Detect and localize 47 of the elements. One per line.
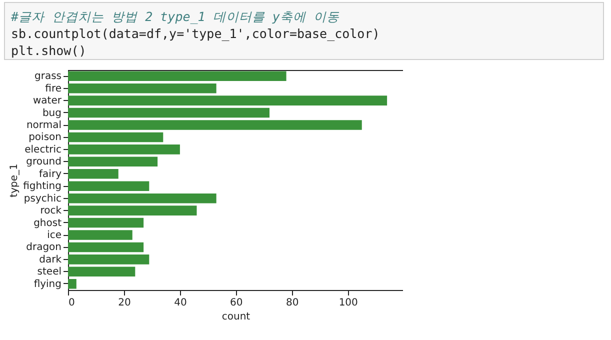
y-tick-label: ground [26, 156, 62, 168]
y-tick-label: bug [42, 108, 62, 119]
y-tick-label: steel [37, 266, 62, 278]
y-tick-label: normal [26, 120, 62, 131]
y-tick-label: poison [28, 132, 62, 144]
bar [68, 120, 362, 130]
bar [68, 169, 118, 179]
bar [68, 206, 197, 216]
bar [68, 132, 164, 142]
bar [68, 218, 144, 228]
bar [68, 266, 136, 277]
bar [68, 71, 286, 81]
y-axis-title: type_1 [9, 164, 20, 198]
bar [68, 83, 216, 94]
y-tick-label: electric [24, 144, 62, 156]
bar [68, 193, 216, 204]
y-tick-label: dragon [26, 242, 62, 254]
bar [68, 108, 270, 118]
bar [68, 230, 132, 240]
y-tick-label: rock [40, 206, 62, 217]
text: #글자 안겹치는 방법 2 type_1 데이터를 y축에 이동 [11, 8, 340, 25]
bar [68, 242, 144, 252]
y-tick-label: dark [39, 254, 62, 266]
bar [68, 144, 180, 154]
y-tick-label: water [33, 96, 62, 107]
bar [68, 279, 76, 289]
y-tick-label: flying [34, 278, 62, 290]
y-tick-label: grass [34, 71, 62, 82]
bar [68, 181, 150, 191]
y-tick-label: ice [47, 230, 62, 241]
x-tick-label: 80 [286, 298, 299, 308]
bar [68, 156, 158, 167]
text: sb.countplot(data=df,y='type_1',color=base_color) [11, 25, 381, 42]
x-tick-label: 100 [338, 298, 358, 308]
text: plt.show() [11, 42, 88, 59]
y-tick-label: psychic [24, 193, 62, 204]
x-tick-label: 0 [68, 298, 75, 308]
bar [68, 96, 388, 106]
x-tick-label: 20 [118, 298, 131, 308]
x-axis-title: count [222, 312, 250, 322]
x-tick-label: 60 [230, 298, 243, 308]
y-tick-label: fighting [23, 181, 62, 192]
y-tick-label: fire [45, 83, 62, 94]
bar [68, 254, 150, 264]
y-tick-label: ghost [34, 218, 62, 229]
y-tick-label: fairy [39, 168, 62, 180]
x-tick-label: 40 [174, 298, 187, 308]
